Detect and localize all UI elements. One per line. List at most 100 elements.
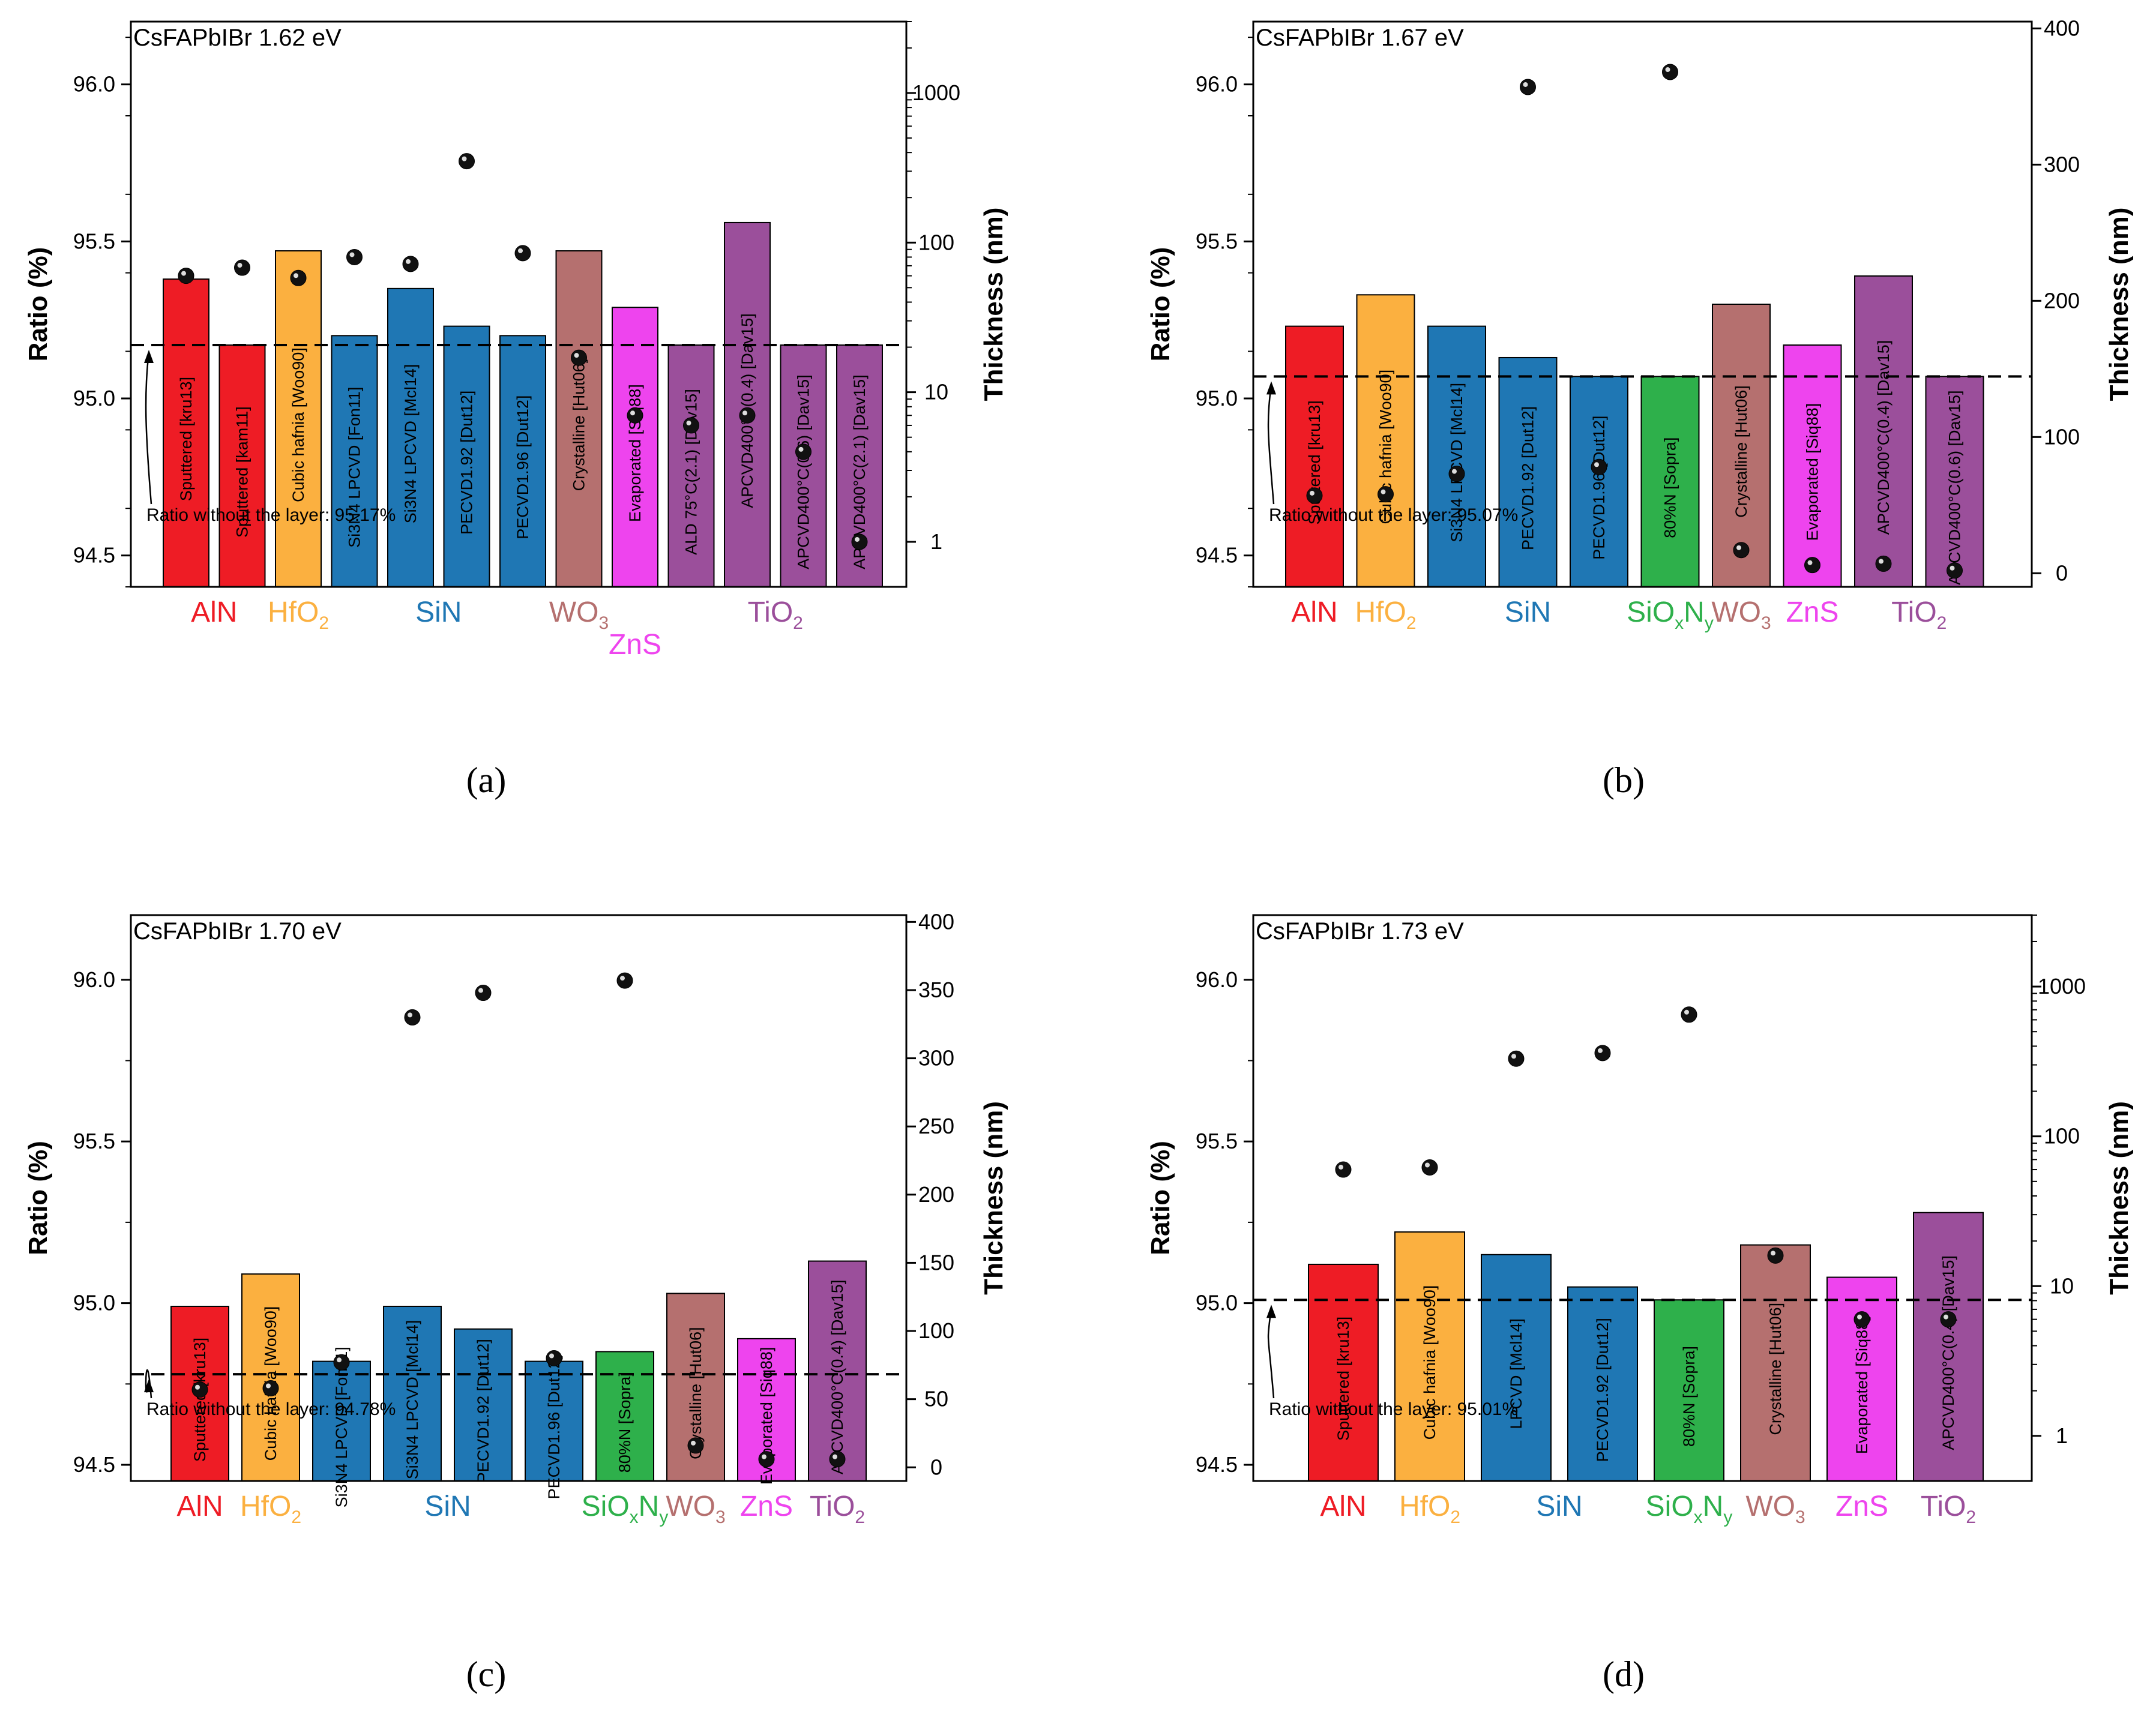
group-label-name: SiN bbox=[424, 1491, 471, 1522]
bar-label-7: PECVD1.96 [Dut12] bbox=[514, 395, 532, 539]
bar-label-1: Sputtered [kru13] bbox=[177, 377, 195, 501]
bar-label-10: APCVD400°C(0.6) [Dav15] bbox=[1946, 390, 1964, 584]
thickness-point-9 bbox=[758, 1451, 775, 1468]
group-label-sub2: y bbox=[1723, 1507, 1732, 1527]
y2-tick-label-1: 10 bbox=[924, 380, 948, 404]
bar-12 bbox=[780, 344, 827, 587]
bar-label-6: Crystalline [Hut06] bbox=[1766, 1303, 1784, 1435]
bar-8 bbox=[1913, 1212, 1984, 1482]
bar-label-7: Crystalline [Hut06] bbox=[1732, 385, 1750, 518]
thickness-point-10 bbox=[683, 417, 699, 434]
group-label-sub: 2 bbox=[1966, 1507, 1976, 1527]
group-label-WO3: WO3 bbox=[1711, 596, 1771, 633]
bar-label-6: 80%N [Sopra] bbox=[1661, 437, 1679, 538]
group-label-name: TiO bbox=[1891, 596, 1937, 628]
bar-label-5: PECVD1.96 [Dut12] bbox=[1590, 416, 1608, 560]
bar-label-8: APCVD400°C(0.4) [Dav15] bbox=[1939, 1255, 1957, 1450]
thickness-point-highlight-2 bbox=[266, 1383, 271, 1389]
bar-10 bbox=[808, 1260, 867, 1482]
bar-5 bbox=[1570, 376, 1628, 587]
thickness-point-highlight-9 bbox=[762, 1454, 766, 1459]
group-label-sub: 2 bbox=[319, 613, 329, 633]
group-label-name: ZnS bbox=[740, 1491, 793, 1522]
bar-3 bbox=[1427, 325, 1486, 588]
bar-label-10: APCVD400°C(0.4) [Dav15] bbox=[828, 1280, 846, 1474]
thickness-point-9 bbox=[627, 407, 643, 424]
y-tick-label-0: 94.5 bbox=[73, 1452, 115, 1477]
thickness-point-highlight-9 bbox=[630, 410, 635, 416]
baseline-arrow-line bbox=[1267, 383, 1275, 505]
y-tick-label-2: 95.5 bbox=[1196, 1129, 1238, 1153]
thickness-point-7 bbox=[1733, 542, 1750, 559]
panel-caption: (b) bbox=[1603, 760, 1645, 800]
bar-7 bbox=[1712, 304, 1771, 587]
y2-tick-label-0: 1 bbox=[2056, 1423, 2068, 1448]
thickness-point-3 bbox=[333, 1354, 350, 1371]
bar-label-10: ALD 75°C(2.1) [Dav15] bbox=[682, 389, 700, 554]
group-label-WO3: WO3 bbox=[549, 596, 609, 633]
bar-label-4: Si3N4 LPCVD [Fon11] bbox=[346, 387, 364, 548]
thickness-point-2 bbox=[1421, 1159, 1438, 1176]
thickness-point-2 bbox=[234, 259, 250, 276]
bar-label-9: APCVD400°C(0.4) [Dav15] bbox=[1874, 340, 1893, 535]
y-tick-label-1: 95.0 bbox=[73, 386, 115, 410]
bar-11 bbox=[724, 221, 771, 587]
bar-10 bbox=[667, 344, 715, 587]
baseline-arrow-head bbox=[144, 1379, 154, 1393]
thickness-point-highlight-6 bbox=[1665, 67, 1670, 72]
group-label-AlN: AlN bbox=[1291, 596, 1337, 628]
bar-9 bbox=[737, 1338, 796, 1482]
bar-label-12: APCVD400°C(0.6) [Dav15] bbox=[795, 374, 813, 569]
bar-label-5: Si3N4 LPCVD [Mcl14] bbox=[402, 364, 420, 524]
group-label-SiOxNy: SiOxNy bbox=[582, 1491, 669, 1527]
thickness-point-7 bbox=[616, 972, 633, 989]
group-label-SiOxNy: SiOxNy bbox=[1646, 1491, 1733, 1527]
group-label-name: SiN bbox=[1505, 596, 1551, 628]
group-label-name: SiN bbox=[415, 596, 462, 628]
thickness-point-highlight-3 bbox=[294, 273, 298, 278]
thickness-point-8 bbox=[687, 1437, 704, 1454]
group-label-name: AlN bbox=[176, 1491, 223, 1522]
thickness-point-8 bbox=[571, 349, 587, 366]
group-label-sub: 3 bbox=[1795, 1507, 1805, 1527]
y2-axis-title: Thickness (nm) bbox=[979, 1101, 1008, 1295]
thickness-point-highlight-1 bbox=[181, 271, 186, 276]
y-tick-label-3: 96.0 bbox=[1196, 72, 1238, 97]
bar-label-4: Si3N4 LPCVD [Mcl14] bbox=[403, 1320, 421, 1480]
group-label-SiN: SiN bbox=[424, 1491, 471, 1522]
group-label-name: SiN bbox=[1536, 1491, 1582, 1522]
bar-label-4: PECVD1.92 [Dut12] bbox=[1519, 406, 1537, 550]
y2-tick-label-0: 1 bbox=[930, 529, 942, 554]
thickness-point-highlight-7 bbox=[1857, 1314, 1862, 1320]
thickness-point-highlight-2 bbox=[1381, 489, 1386, 494]
y-tick-label-0: 94.5 bbox=[73, 543, 115, 568]
thickness-point-highlight-3 bbox=[1511, 1054, 1516, 1059]
y2-tick-label-2: 100 bbox=[918, 230, 954, 254]
group-label-name: SiO bbox=[1646, 1491, 1694, 1522]
baseline-arrow-head bbox=[144, 350, 154, 364]
y-tick-label-2: 95.5 bbox=[73, 1129, 115, 1153]
thickness-point-6 bbox=[1662, 64, 1678, 80]
bar-7 bbox=[1826, 1276, 1897, 1482]
y2-tick-label-2: 200 bbox=[2044, 288, 2080, 313]
group-label-sub: 2 bbox=[855, 1507, 865, 1527]
y-tick-label-3: 96.0 bbox=[73, 72, 115, 97]
bar-6 bbox=[443, 325, 490, 588]
thickness-point-4 bbox=[1520, 79, 1536, 95]
y2-tick-label-4: 200 bbox=[918, 1182, 954, 1207]
y-tick-label-3: 96.0 bbox=[73, 967, 115, 992]
thickness-point-1 bbox=[1335, 1161, 1352, 1178]
group-label-tail: N bbox=[639, 1491, 660, 1522]
bar-5 bbox=[1654, 1299, 1724, 1482]
group-label-name: WO bbox=[1745, 1491, 1795, 1522]
baseline-arrow-line bbox=[1267, 1307, 1275, 1399]
group-label-ZnS: ZnS bbox=[1835, 1491, 1888, 1522]
y2-tick-label-3: 1000 bbox=[912, 80, 960, 105]
group-label-name: ZnS bbox=[1835, 1491, 1888, 1522]
thickness-point-highlight-6 bbox=[549, 1353, 554, 1359]
group-label-sub: 2 bbox=[1450, 1507, 1460, 1527]
group-label-HfO2: HfO2 bbox=[1399, 1491, 1460, 1527]
baseline-label: Ratio without the layer: 95.17% bbox=[146, 505, 396, 525]
group-label-AlN: AlN bbox=[191, 596, 237, 628]
